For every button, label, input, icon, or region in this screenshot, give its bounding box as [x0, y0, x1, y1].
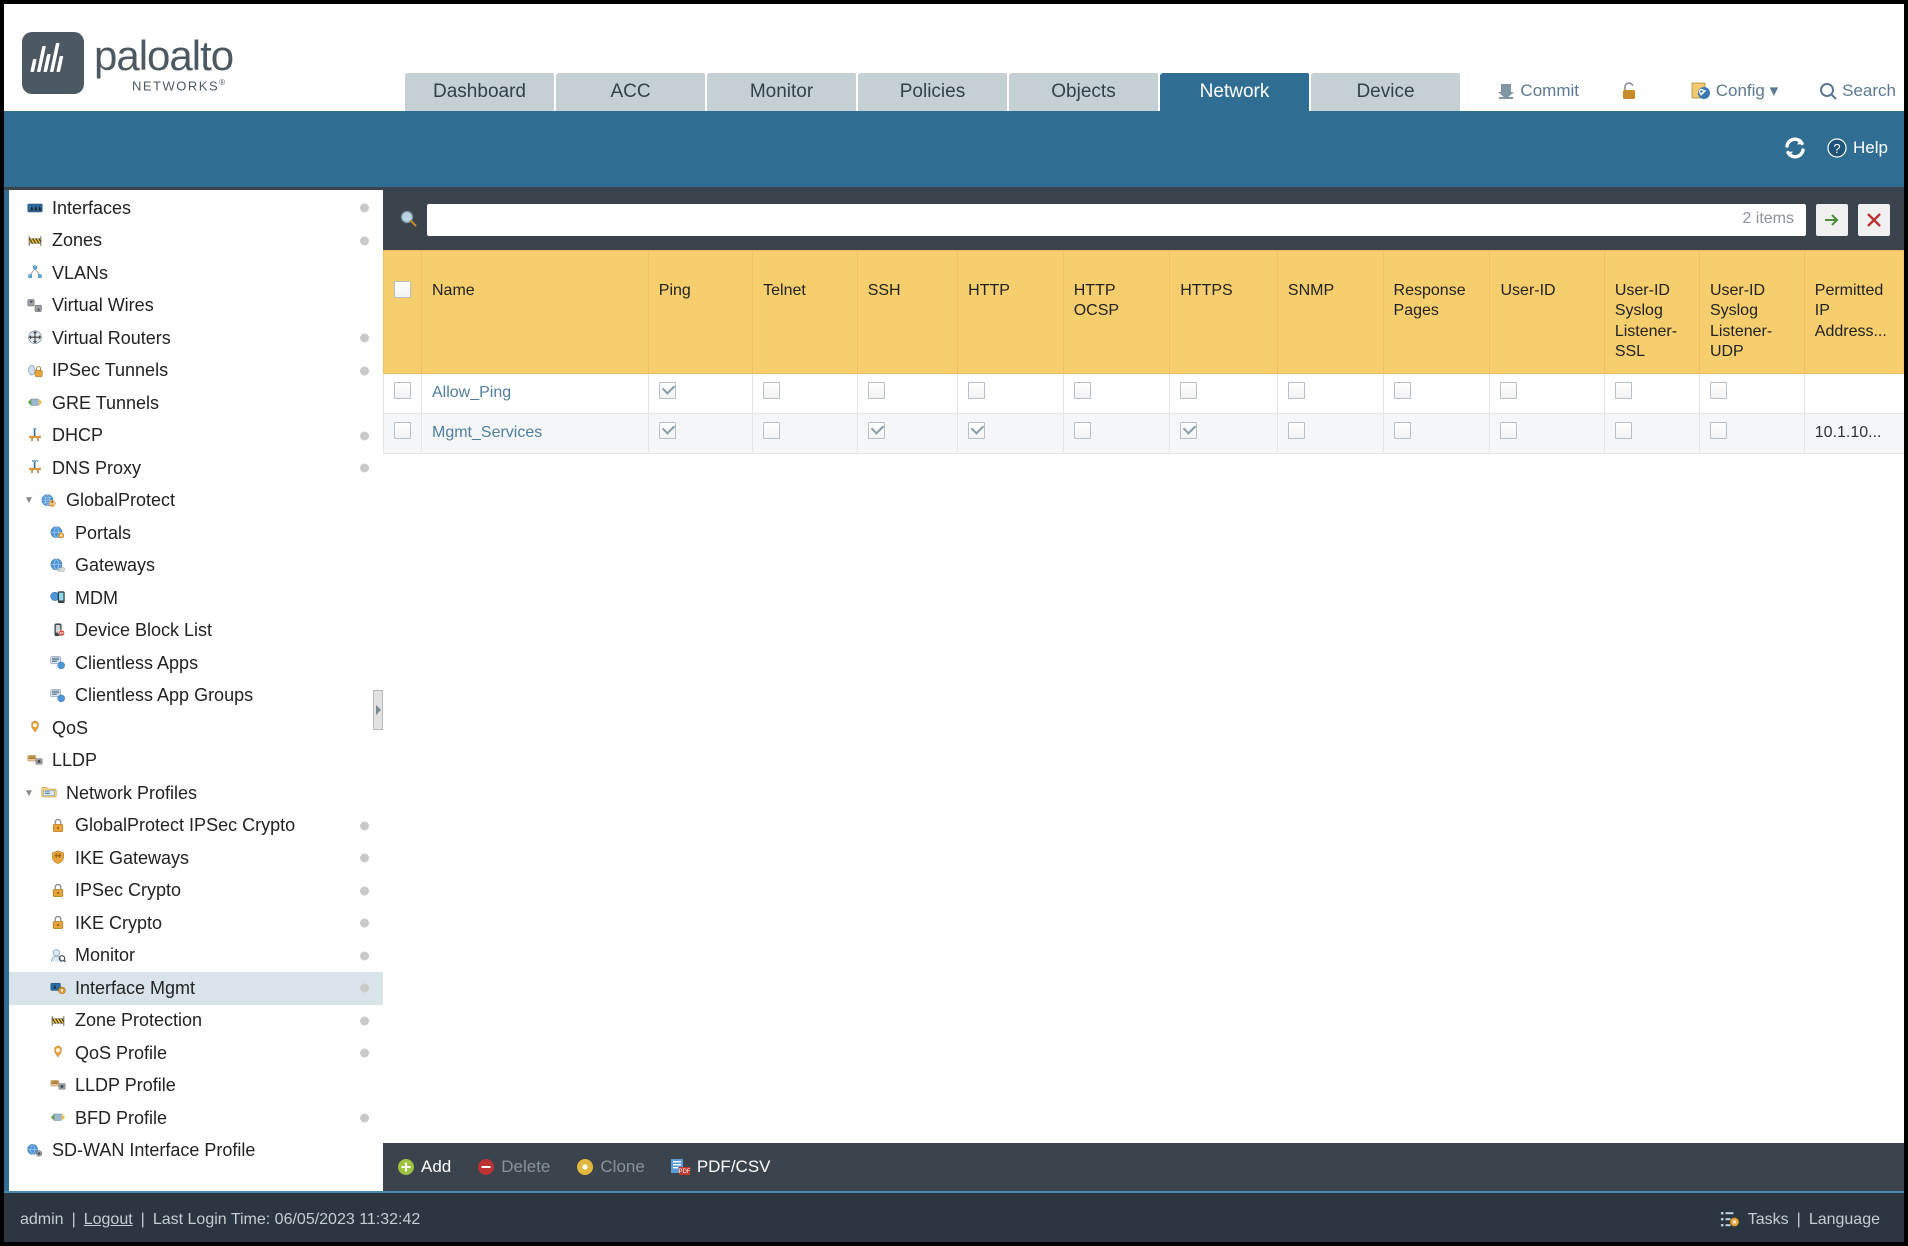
svg-text:?: ? [1833, 141, 1840, 156]
svg-text:PDF: PDF [678, 1169, 690, 1175]
svg-text:IP: IP [33, 428, 37, 431]
svg-text:DNS: DNS [32, 460, 38, 463]
